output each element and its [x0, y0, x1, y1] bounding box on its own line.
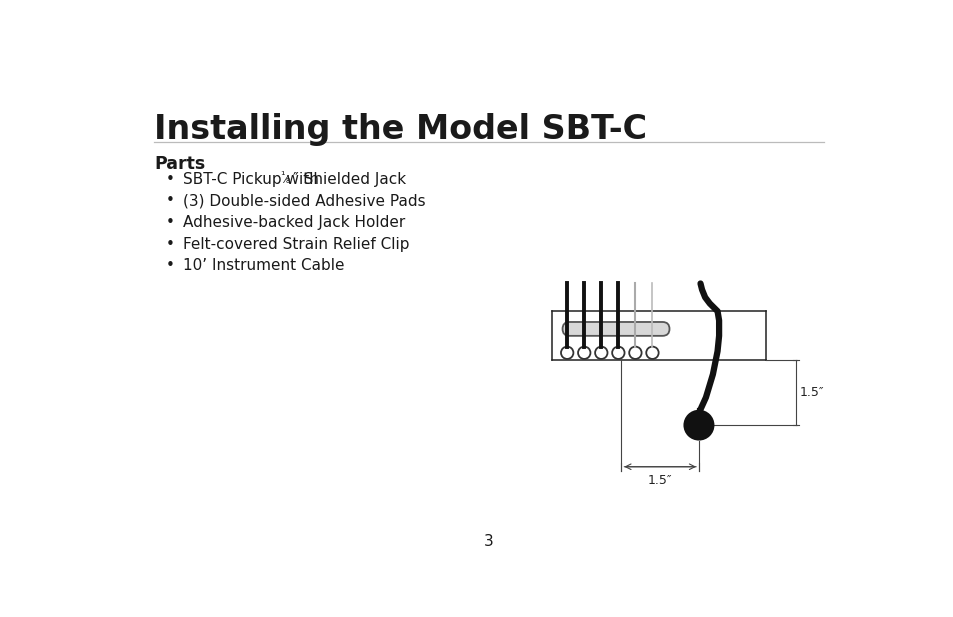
- Text: •: •: [166, 258, 174, 273]
- Text: Felt-covered Strain Relief Clip: Felt-covered Strain Relief Clip: [183, 236, 409, 252]
- Text: •: •: [166, 215, 174, 230]
- Circle shape: [612, 347, 624, 359]
- Text: •: •: [166, 193, 174, 209]
- Text: Parts: Parts: [154, 155, 205, 173]
- Text: Installing the Model SBT-C: Installing the Model SBT-C: [154, 112, 646, 146]
- FancyBboxPatch shape: [562, 322, 669, 336]
- Text: •: •: [166, 172, 174, 187]
- Text: Adhesive-backed Jack Holder: Adhesive-backed Jack Holder: [183, 215, 405, 230]
- Circle shape: [682, 410, 714, 441]
- Text: ″ Shielded Jack: ″ Shielded Jack: [293, 172, 406, 187]
- Circle shape: [578, 347, 590, 359]
- Text: 1.5″: 1.5″: [647, 474, 672, 487]
- Circle shape: [595, 347, 607, 359]
- Text: ⁄₈: ⁄₈: [284, 175, 291, 185]
- Text: 10’ Instrument Cable: 10’ Instrument Cable: [183, 258, 344, 273]
- Circle shape: [645, 347, 658, 359]
- Text: ¹: ¹: [280, 171, 285, 181]
- Circle shape: [629, 347, 641, 359]
- Text: •: •: [166, 236, 174, 252]
- Circle shape: [560, 347, 573, 359]
- Text: 1.5″: 1.5″: [799, 386, 823, 399]
- Text: SBT-C Pickup with: SBT-C Pickup with: [183, 172, 323, 187]
- Text: (3) Double-sided Adhesive Pads: (3) Double-sided Adhesive Pads: [183, 193, 425, 209]
- Text: 3: 3: [483, 534, 494, 550]
